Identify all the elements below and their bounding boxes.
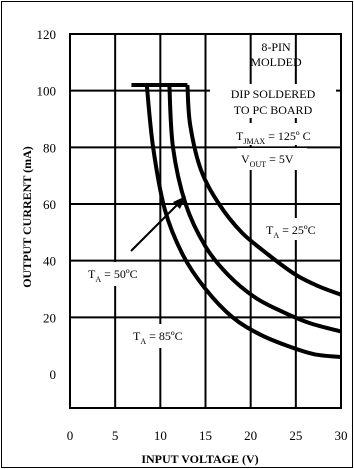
x-tick-label: 5 xyxy=(112,428,119,443)
x-tick-label: 20 xyxy=(244,428,257,443)
x-tick-label: 0 xyxy=(67,428,74,443)
y-tick-label: 20 xyxy=(43,310,56,325)
mount-label-line2: TO PC BOARD xyxy=(234,103,313,117)
ta85-label: TA = 85ºC xyxy=(133,329,183,346)
curve-ta-85 xyxy=(144,84,342,359)
tjmax-label: TJMAX = 125º C xyxy=(236,129,311,146)
vout-label-bg xyxy=(237,148,307,170)
curve-ta-50 xyxy=(167,84,342,334)
y-axis-title: OUTPUT CURRENT (mA) xyxy=(20,146,34,288)
pointer-arrow xyxy=(130,196,186,252)
x-tick-label: 15 xyxy=(199,428,212,443)
package-label-line1: 8-PIN xyxy=(261,40,291,54)
y-tick-label: 60 xyxy=(43,197,56,212)
curves xyxy=(131,83,342,359)
ta25-label: TA = 25ºC xyxy=(266,223,316,240)
y-tick-label: 100 xyxy=(37,84,57,99)
package-label-line2: MOLDED xyxy=(250,55,302,69)
y-tick-label: 0 xyxy=(50,367,57,382)
x-tick-label: 10 xyxy=(154,428,167,443)
y-tick-label: 120 xyxy=(37,27,57,42)
ta50-label: TA = 50ºC xyxy=(88,267,138,284)
mount-label-line1: DIP SOLDERED xyxy=(231,87,316,101)
ta50-label-bg xyxy=(84,262,154,286)
y-tick-label: 80 xyxy=(43,140,56,155)
x-tick-labels: 0 5 10 15 20 25 30 xyxy=(67,428,348,443)
y-tick-label: 40 xyxy=(43,254,56,269)
tjmax-label-bg xyxy=(232,123,328,145)
plot-area xyxy=(69,33,342,409)
ta25-label-bg xyxy=(262,218,326,240)
x-tick-label: 25 xyxy=(289,428,302,443)
curve-ta-25 xyxy=(185,84,342,297)
mount-label-bg xyxy=(210,84,336,118)
x-axis-title: INPUT VOLTAGE (V) xyxy=(141,452,258,466)
vout-label: VOUT = 5V xyxy=(241,152,294,169)
x-tick-label: 30 xyxy=(335,428,348,443)
ta85-label-bg xyxy=(129,324,199,348)
y-tick-labels: 0 20 40 60 80 100 120 xyxy=(37,27,57,382)
